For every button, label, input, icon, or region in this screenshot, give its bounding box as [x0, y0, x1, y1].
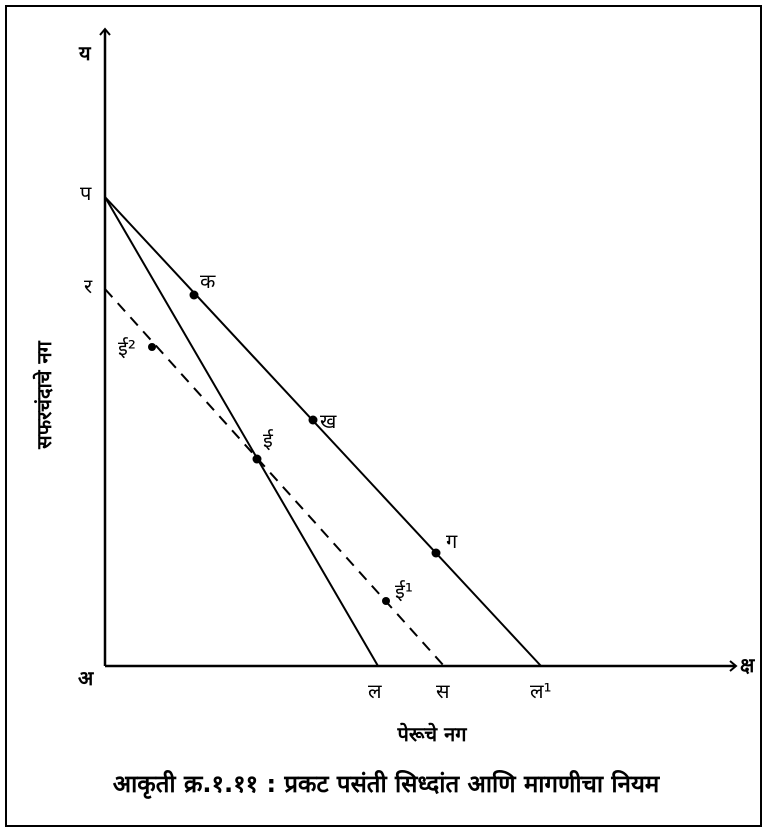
- label-l: ल: [368, 679, 382, 703]
- origin-label: अ: [78, 666, 94, 690]
- label-l1: ल¹: [530, 679, 552, 703]
- label-e2: ई²: [118, 336, 136, 360]
- label-e1: ई¹: [395, 579, 413, 603]
- point-kh: [308, 415, 318, 425]
- y-axis-title: सफरचंदाचे नग: [32, 340, 56, 449]
- budget-line-r-s-dashed: [104, 288, 445, 667]
- point-e: [252, 454, 262, 464]
- label-k: क: [200, 269, 216, 293]
- figure-frame: [5, 5, 762, 827]
- label-r: र: [84, 274, 93, 298]
- label-e: ई: [263, 428, 274, 452]
- y-axis-label: य: [78, 41, 92, 65]
- point-g: [431, 548, 441, 558]
- point-k: [189, 290, 199, 300]
- x-axis-label: क्ष: [740, 653, 755, 677]
- budget-line-p-l: [104, 196, 379, 667]
- x-axis-title: पेरूचे नग: [397, 722, 468, 746]
- point-e2: [148, 343, 156, 351]
- figure-caption: आकृती क्र.१.११ : प्रकट पसंती सिध्दांत आण…: [113, 770, 661, 799]
- label-kh: ख: [320, 409, 337, 433]
- label-g: ग: [446, 529, 458, 553]
- point-e1: [382, 597, 390, 605]
- label-s: स: [436, 679, 450, 703]
- budget-line-p-l1: [104, 196, 542, 667]
- label-p: प: [80, 181, 92, 205]
